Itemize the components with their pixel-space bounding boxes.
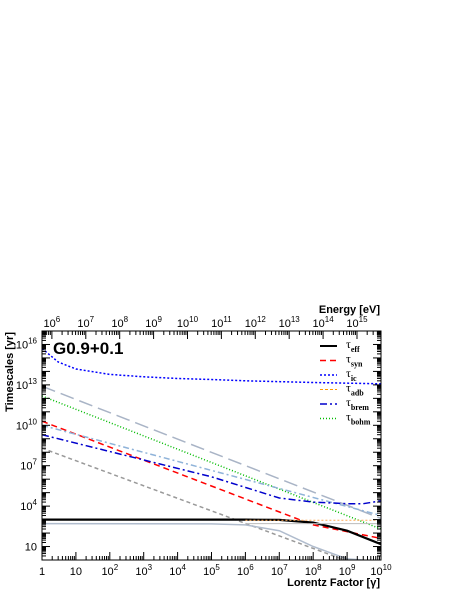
top-tick-label: 108 bbox=[111, 315, 128, 330]
x-tick-label: 104 bbox=[169, 563, 186, 578]
x-tick-label: 102 bbox=[101, 563, 118, 578]
series-line-green_dotted bbox=[42, 395, 381, 530]
y-tick-label: 104 bbox=[20, 498, 37, 513]
x-tick-label: 1 bbox=[39, 566, 45, 578]
tick-layer bbox=[41, 331, 382, 561]
series-line-gray_long_dash bbox=[42, 385, 381, 520]
x-tick-label: 107 bbox=[271, 563, 288, 578]
series-line-lightblue_dashdot bbox=[42, 424, 381, 517]
top-tick-label: 1015 bbox=[346, 315, 368, 330]
x-tick-label: 109 bbox=[339, 563, 356, 578]
series-line-ic_light bbox=[42, 522, 364, 560]
top-tick-label: 1010 bbox=[177, 315, 199, 330]
legend-label-syn: τsyn bbox=[346, 352, 363, 369]
y-tick-label: 1016 bbox=[16, 336, 38, 351]
top-tick-label: 1011 bbox=[211, 315, 232, 330]
top-tick-label: 109 bbox=[145, 315, 162, 330]
x-tick-label: 106 bbox=[237, 563, 254, 578]
label-layer: 1 10 102 103 104 105 106 107 108 109 1010101041071… bbox=[16, 315, 392, 578]
y-tick-label: 1013 bbox=[16, 377, 38, 392]
series-line-tau_eff bbox=[42, 518, 381, 546]
y-tick-label: 107 bbox=[20, 458, 37, 473]
top-tick-label: 1013 bbox=[279, 315, 301, 330]
chart-title: G0.9+0.1 bbox=[53, 339, 123, 358]
legend-label-eff: τeff bbox=[346, 337, 360, 354]
legend-label-bohm: τbohm bbox=[346, 410, 371, 427]
top-tick-label: 1014 bbox=[313, 315, 335, 330]
x-axis-title: Lorentz Factor [γ] bbox=[287, 577, 380, 589]
x-tick-label: 105 bbox=[203, 563, 220, 578]
series-line-gray_dashed bbox=[42, 447, 347, 560]
x-tick-label: 1010 bbox=[370, 563, 392, 578]
series-line-blue_dashdot bbox=[42, 433, 381, 505]
top-tick-label: 1012 bbox=[245, 315, 267, 330]
y-axis-title: Timescales [yr] bbox=[4, 332, 16, 412]
top-axis-title: Energy [eV] bbox=[319, 304, 380, 316]
top-tick-label: 107 bbox=[77, 315, 94, 330]
series-line-blue_dotted_ic bbox=[42, 347, 381, 385]
x-tick-label: 10 bbox=[70, 566, 82, 578]
top-tick-label: 106 bbox=[44, 315, 61, 330]
legend-label-adb: τadb bbox=[346, 381, 364, 398]
y-tick-label: 1010 bbox=[16, 417, 38, 432]
series-line-red_dashed bbox=[42, 420, 381, 540]
y-tick-label: 10 bbox=[25, 542, 37, 554]
series-layer bbox=[42, 347, 381, 560]
x-tick-label: 108 bbox=[305, 563, 322, 578]
legend-label-brem: τbrem bbox=[346, 395, 369, 412]
legend-label-ic: τic bbox=[346, 366, 357, 383]
x-tick-label: 103 bbox=[135, 563, 152, 578]
